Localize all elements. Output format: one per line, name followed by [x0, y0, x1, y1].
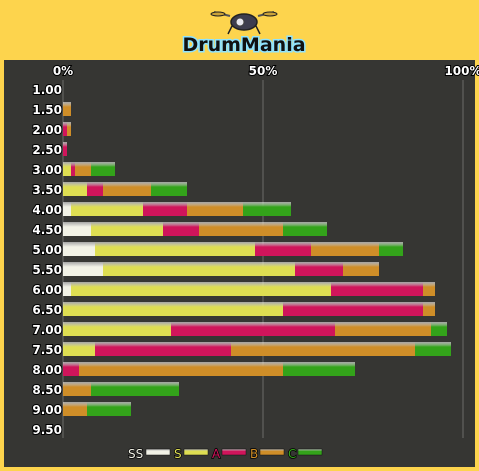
bar-a-7.00	[171, 322, 335, 336]
y-tick-label: 9.00	[32, 403, 62, 417]
legend-swatch-ss	[145, 448, 171, 456]
x-tick-labels: 0% 50% 100%	[52, 63, 479, 79]
bar-s-5.50	[103, 262, 295, 276]
legend-swatch-c	[297, 448, 323, 456]
bar-c-8.00	[283, 362, 355, 376]
bar-ss-5.00	[63, 242, 95, 256]
y-tick-label: 2.00	[32, 123, 62, 137]
x-tick-label: 100%	[444, 64, 479, 78]
bar-c-8.50	[91, 382, 179, 396]
bar-s-3.00	[63, 162, 71, 176]
bar-b-7.00	[335, 322, 431, 336]
bar-c-9.00	[87, 402, 131, 416]
bar-ss-6.00	[63, 282, 71, 296]
bar-a-8.00	[63, 362, 79, 376]
bar-s-4.00	[71, 202, 143, 216]
logo: DrumMania	[181, 11, 307, 58]
bar-b-7.50	[231, 342, 415, 356]
y-tick-label: 5.00	[32, 243, 62, 257]
y-tick-label: 5.50	[32, 263, 62, 277]
bar-c-5.00	[379, 242, 403, 256]
legend-swatch-b	[259, 448, 285, 456]
bar-c-4.00	[243, 202, 291, 216]
grid	[62, 80, 464, 438]
bar-a-7.50	[95, 342, 231, 356]
bar-b-8.50	[63, 382, 91, 396]
y-tick-label: 7.00	[32, 323, 62, 337]
bar-a-5.50	[295, 262, 343, 276]
bars	[63, 102, 451, 416]
bar-a-3.00	[71, 162, 75, 176]
legend-label-a: A	[212, 447, 221, 461]
bar-a-4.50	[163, 222, 199, 236]
x-tick-label: 0%	[53, 64, 73, 78]
bar-b-3.00	[75, 162, 91, 176]
legend: SS S A B C	[127, 446, 323, 462]
y-tick-label: 4.00	[32, 203, 62, 217]
bar-b-1.50	[63, 102, 71, 116]
y-tick-label: 1.50	[32, 103, 62, 117]
bar-s-7.50	[63, 342, 95, 356]
legend-label-s: S	[174, 447, 182, 461]
bar-b-5.00	[311, 242, 379, 256]
y-tick-label: 6.00	[32, 283, 62, 297]
x-tick-label: 50%	[249, 64, 278, 78]
bar-ss-5.50	[63, 262, 103, 276]
bar-b-5.50	[343, 262, 379, 276]
bar-a-6.50	[283, 302, 423, 316]
bar-b-4.00	[187, 202, 243, 216]
y-tick-label: 3.00	[32, 163, 62, 177]
bar-s-5.00	[95, 242, 255, 256]
y-tick-labels: 1.00 1.50 2.00 2.50 3.00 3.50 4.00 4.50 5.00 5.50…	[31, 82, 63, 438]
y-tick-label: 7.50	[32, 343, 62, 357]
y-tick-label: 6.50	[32, 303, 62, 317]
y-tick-label: 2.50	[32, 143, 62, 157]
bar-s-4.50	[91, 222, 163, 236]
bar-b-3.50	[103, 182, 151, 196]
bar-a-6.00	[331, 282, 423, 296]
bar-a-2.50	[63, 142, 67, 156]
legend-swatch-s	[183, 448, 209, 456]
bar-ss-4.50	[63, 222, 91, 236]
y-tick-label: 4.50	[32, 223, 62, 237]
bar-c-7.50	[415, 342, 451, 356]
bar-b-6.00	[423, 282, 435, 296]
bar-ss-4.00	[63, 202, 71, 216]
bar-c-4.50	[283, 222, 327, 236]
bar-b-4.50	[199, 222, 283, 236]
bar-b-9.00	[63, 402, 87, 416]
bar-b-2.00	[67, 122, 71, 136]
bar-s-3.50	[63, 182, 87, 196]
bar-c-3.50	[151, 182, 187, 196]
bar-a-3.50	[87, 182, 103, 196]
bar-c-7.00	[431, 322, 447, 336]
bar-b-8.00	[79, 362, 283, 376]
y-tick-label: 8.50	[32, 383, 62, 397]
bar-s-6.50	[63, 302, 283, 316]
y-tick-label: 8.00	[32, 363, 62, 377]
logo-text: DrumMania	[182, 34, 305, 56]
bar-c-3.00	[91, 162, 115, 176]
bar-a-5.00	[255, 242, 311, 256]
bar-a-2.00	[63, 122, 67, 136]
bar-s-7.00	[63, 322, 171, 336]
bar-s-6.00	[71, 282, 331, 296]
legend-label-ss: SS	[128, 447, 143, 461]
legend-swatch-a	[221, 448, 247, 456]
bar-b-6.50	[423, 302, 435, 316]
y-tick-label: 3.50	[32, 183, 62, 197]
legend-label-b: B	[250, 447, 258, 461]
y-tick-label: 9.50	[32, 423, 62, 437]
legend-label-c: C	[288, 447, 296, 461]
drum-kit-icon	[210, 11, 278, 35]
bar-a-4.00	[143, 202, 187, 216]
y-tick-label: 1.00	[32, 83, 62, 97]
